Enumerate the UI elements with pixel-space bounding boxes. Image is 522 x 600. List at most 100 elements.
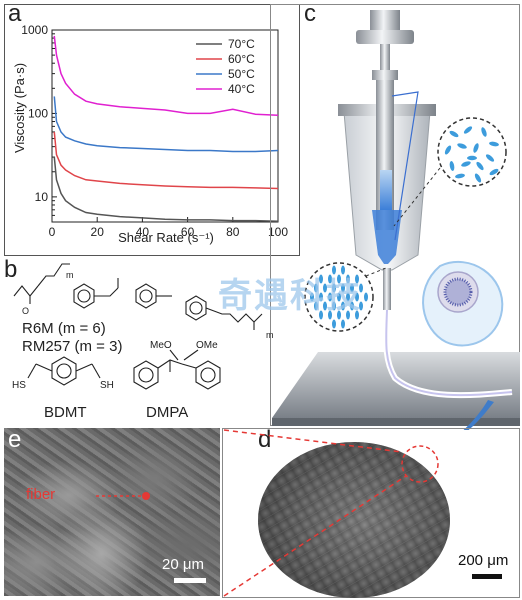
aligned-mesogen bbox=[341, 301, 345, 311]
aligned-mesogen bbox=[310, 292, 314, 302]
mesogen bbox=[481, 127, 487, 137]
series-line-0 bbox=[53, 157, 279, 223]
aligned-mesogen bbox=[350, 283, 354, 293]
panel-d-label: d bbox=[258, 426, 272, 453]
chemical-structures: m m O MeO OMe HS SH bbox=[12, 263, 274, 391]
aligned-mesogen bbox=[355, 274, 359, 284]
aligned-mesogen bbox=[346, 310, 350, 320]
aligned-mesogen bbox=[319, 292, 323, 302]
x-tick-label: 0 bbox=[49, 225, 56, 239]
label-sh: SH bbox=[100, 380, 114, 391]
nozzle-tip bbox=[383, 268, 391, 310]
legend-label: 70°C bbox=[228, 37, 255, 51]
aligned-mesogen bbox=[319, 274, 323, 284]
aligned-mesogen bbox=[314, 283, 318, 293]
series-line-3 bbox=[53, 35, 279, 117]
panel-a-frame bbox=[4, 4, 300, 256]
aligned-mesogen bbox=[364, 292, 368, 302]
x-axis-label: Shear Rate (s⁻¹) bbox=[118, 230, 214, 245]
aligned-mesogen bbox=[337, 274, 341, 284]
fiber-label: fiber bbox=[26, 486, 56, 503]
chart-axes: 0 20 40 60 80 100 10 100 1000 bbox=[21, 23, 288, 239]
series-line-1 bbox=[53, 131, 279, 190]
viscosity-chart: 0 20 40 60 80 100 10 100 1000 70°C60°C50°C40°C S… bbox=[12, 23, 288, 245]
aligned-mesogen bbox=[332, 265, 336, 275]
mesogen bbox=[489, 168, 499, 176]
plunger-cap bbox=[356, 30, 414, 44]
x-tick-label: 20 bbox=[91, 225, 105, 239]
x-tick-label: 40 bbox=[136, 225, 150, 239]
x-tick-label: 100 bbox=[268, 225, 288, 239]
aligned-mesogen bbox=[323, 283, 327, 293]
label-r6m: R6M (m = 6) bbox=[22, 320, 106, 337]
label-o-1: O bbox=[22, 306, 29, 316]
zoom-arrow bbox=[463, 400, 494, 430]
aligned-mesogen bbox=[341, 319, 345, 329]
aligned-mesogen bbox=[346, 274, 350, 284]
aligned-mesogen bbox=[346, 292, 350, 302]
aligned-mesogen bbox=[328, 274, 332, 284]
scale-label-d: 200 μm bbox=[458, 552, 509, 569]
aligned-mesogens bbox=[310, 265, 368, 329]
aligned-mesogen bbox=[337, 310, 341, 320]
legend-label: 50°C bbox=[228, 67, 255, 81]
aligned-mesogen bbox=[355, 292, 359, 302]
y-tick-label: 1000 bbox=[21, 23, 48, 37]
panel-b-label: b bbox=[4, 256, 18, 283]
aligned-mesogen bbox=[328, 310, 332, 320]
chart-lines bbox=[53, 35, 279, 223]
aligned-mesogen bbox=[341, 283, 345, 293]
aligned-mesogen bbox=[359, 301, 363, 311]
label-bdmt: BDMT bbox=[44, 404, 87, 421]
aligned-mesogen bbox=[355, 310, 359, 320]
mesogen bbox=[474, 173, 482, 183]
label-hs: HS bbox=[12, 380, 26, 391]
y-tick-label: 100 bbox=[28, 106, 48, 120]
chart-legend: 70°C60°C50°C40°C bbox=[196, 37, 255, 96]
label-meo: MeO bbox=[150, 340, 172, 351]
aligned-mesogen bbox=[319, 310, 323, 320]
scale-bar-e bbox=[174, 578, 206, 583]
aligned-mesogen bbox=[332, 319, 336, 329]
panel-c-label: c bbox=[304, 0, 316, 27]
mesogen bbox=[473, 143, 479, 153]
x-tick-label: 60 bbox=[181, 225, 195, 239]
panel-d-frame bbox=[222, 428, 520, 598]
mesogen bbox=[461, 161, 471, 167]
legend-label: 60°C bbox=[228, 52, 255, 66]
aligned-mesogen bbox=[350, 301, 354, 311]
mesogen bbox=[489, 141, 499, 147]
y-axis-label: Viscosity (Pa·s) bbox=[12, 63, 27, 153]
aligned-mesogen bbox=[332, 283, 336, 293]
aligned-mesogen bbox=[341, 265, 345, 275]
label-dmpa: DMPA bbox=[146, 404, 189, 421]
aligned-mesogen bbox=[323, 301, 327, 311]
label-rm257: RM257 (m = 3) bbox=[22, 338, 123, 355]
panel-e-image: fiber 20 μm bbox=[4, 428, 220, 596]
mesogen bbox=[449, 161, 455, 171]
aligned-mesogen bbox=[328, 292, 332, 302]
fiber-cross-section bbox=[223, 429, 450, 598]
series-line-2 bbox=[53, 96, 279, 153]
scale-label-e: 20 μm bbox=[162, 556, 204, 573]
mesogen bbox=[455, 173, 465, 179]
aligned-mesogen bbox=[337, 292, 341, 302]
y-tick-label: 10 bbox=[35, 190, 49, 204]
mesogen bbox=[463, 126, 473, 134]
mesogen bbox=[467, 155, 477, 161]
x-tick-label: 80 bbox=[226, 225, 240, 239]
aligned-mesogen bbox=[359, 283, 363, 293]
mesogen bbox=[457, 143, 467, 149]
label-sub-m-1: m bbox=[66, 270, 74, 280]
watermark: 奇遇科技 bbox=[218, 276, 362, 316]
build-plate bbox=[272, 352, 520, 418]
aligned-mesogen bbox=[314, 301, 318, 311]
mesogen bbox=[485, 154, 495, 162]
label-ome: OMe bbox=[196, 340, 218, 351]
isotropic-mesogens bbox=[444, 126, 499, 183]
panel-e-label: e bbox=[8, 426, 22, 453]
legend-label: 40°C bbox=[228, 82, 255, 96]
aligned-mesogen bbox=[332, 301, 336, 311]
scale-bar-d bbox=[472, 574, 502, 579]
mesogen bbox=[444, 145, 452, 155]
